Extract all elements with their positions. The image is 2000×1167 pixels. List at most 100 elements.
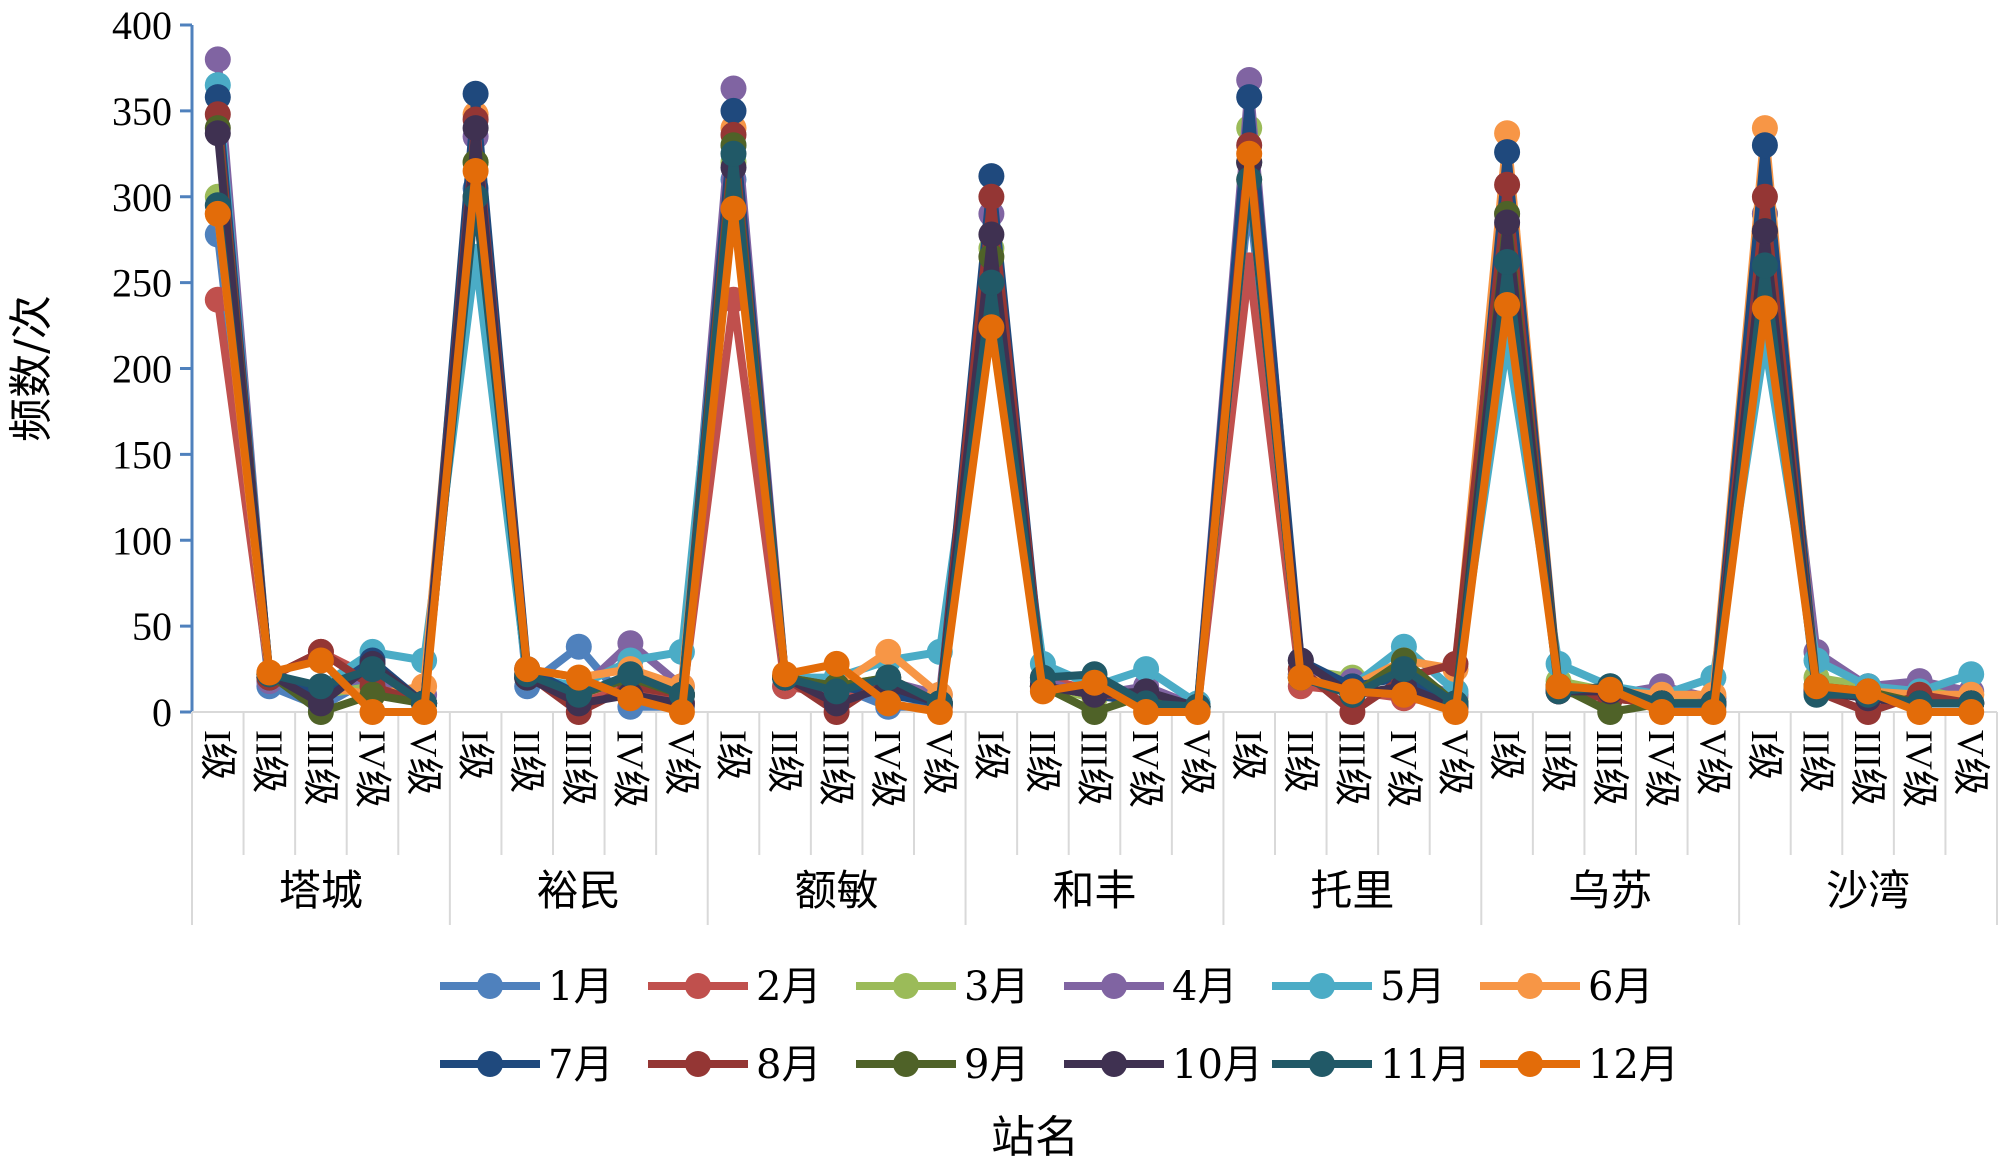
y-tick-label: 100 — [112, 518, 172, 563]
category-label: III级 — [299, 730, 341, 806]
y-tick-label: 0 — [152, 690, 172, 735]
data-point — [1906, 699, 1933, 725]
legend-label: 9月 — [964, 1042, 1029, 1088]
data-point — [720, 75, 747, 102]
group-label: 沙湾 — [1826, 866, 1910, 915]
legend-marker — [1101, 973, 1127, 999]
series-12 — [204, 140, 1985, 725]
data-point — [823, 678, 850, 705]
data-point — [1494, 249, 1521, 275]
category-label: III级 — [815, 730, 857, 806]
data-point — [668, 699, 695, 725]
data-point — [617, 685, 644, 712]
y-tick-label: 250 — [112, 261, 172, 306]
group-label: 塔城 — [279, 866, 363, 915]
data-point — [1597, 699, 1624, 725]
data-point — [1751, 252, 1778, 279]
data-point — [720, 140, 747, 167]
legend-marker — [1309, 1051, 1335, 1077]
data-point — [720, 97, 747, 124]
y-tick-label: 350 — [112, 89, 172, 134]
category-label: V级 — [402, 730, 444, 795]
legend-label: 7月 — [548, 1042, 613, 1088]
category-label: III级 — [557, 730, 599, 806]
legend-label: 10月 — [1172, 1042, 1263, 1088]
category-label: II级 — [1795, 730, 1837, 793]
category-label: I级 — [196, 730, 238, 781]
legend-label: 3月 — [964, 964, 1029, 1010]
category-label: V级 — [1176, 730, 1218, 795]
data-point — [1751, 295, 1778, 322]
data-point — [1494, 209, 1521, 236]
category-label: III级 — [1330, 730, 1372, 806]
category-label: IV级 — [351, 730, 393, 808]
category-label: I级 — [969, 730, 1011, 781]
legend-marker — [1101, 1051, 1127, 1077]
legend-item: 1月 — [440, 964, 613, 1010]
legend-marker — [685, 1051, 711, 1077]
y-tick-label: 50 — [132, 604, 172, 649]
x-axis-title: 站名 — [991, 1112, 1079, 1163]
category-label: I级 — [712, 730, 754, 781]
data-point — [1494, 171, 1521, 198]
data-point — [359, 656, 386, 683]
legend-item: 7月 — [440, 1042, 613, 1088]
data-point — [1494, 292, 1521, 318]
series-layer — [204, 46, 1985, 725]
data-point — [1236, 140, 1263, 167]
category-label: II级 — [1537, 730, 1579, 793]
data-point — [204, 120, 231, 147]
data-point — [1287, 664, 1314, 691]
category-label: I级 — [454, 730, 496, 781]
data-point — [204, 46, 231, 73]
legend: 1月 2月 3月 4月 5月 6月 7月 8月 9月 10月 11月 12月 — [440, 964, 1679, 1088]
data-point — [462, 115, 489, 142]
data-point — [359, 699, 386, 725]
group-label: 和丰 — [1052, 866, 1136, 915]
category-label: IV级 — [608, 730, 650, 808]
category-label: V级 — [1434, 730, 1476, 795]
data-point — [978, 221, 1005, 248]
data-point — [256, 659, 283, 686]
y-tick-label: 400 — [112, 3, 172, 48]
group-label: 裕民 — [537, 866, 621, 915]
data-point — [1494, 139, 1521, 166]
group-label: 额敏 — [795, 866, 879, 915]
legend-label: 6月 — [1588, 964, 1653, 1010]
legend-label: 8月 — [756, 1042, 821, 1088]
data-point — [875, 664, 902, 691]
legend-item: 3月 — [856, 964, 1029, 1010]
data-point — [978, 183, 1005, 210]
category-label: V级 — [1691, 730, 1733, 795]
legend-item: 8月 — [648, 1042, 821, 1088]
legend-label: 2月 — [756, 964, 821, 1010]
y-tick-label: 150 — [112, 432, 172, 477]
category-label: V级 — [918, 730, 960, 795]
data-point — [462, 158, 489, 184]
data-point — [1133, 656, 1160, 683]
category-label: IV级 — [1898, 730, 1940, 808]
category-label: II级 — [1021, 730, 1063, 793]
data-point — [1700, 699, 1727, 725]
y-tick-label: 200 — [112, 347, 172, 392]
legend-label: 11月 — [1380, 1042, 1471, 1088]
legend-item: 2月 — [648, 964, 821, 1010]
legend-marker — [477, 1051, 503, 1077]
data-point — [514, 656, 541, 683]
category-label: II级 — [505, 730, 547, 793]
category-label: IV级 — [866, 730, 908, 808]
data-point — [411, 699, 438, 725]
data-point — [772, 661, 799, 688]
legend-marker — [477, 973, 503, 999]
y-axis-title: 频数/次 — [6, 295, 57, 442]
category-label: IV级 — [1382, 730, 1424, 808]
data-point — [1751, 218, 1778, 245]
data-point — [926, 699, 953, 725]
data-point — [1751, 183, 1778, 210]
data-point — [1184, 699, 1211, 725]
data-point — [978, 314, 1005, 341]
group-label: 托里 — [1310, 866, 1394, 915]
data-point — [307, 647, 334, 674]
legend-marker — [893, 1051, 919, 1077]
